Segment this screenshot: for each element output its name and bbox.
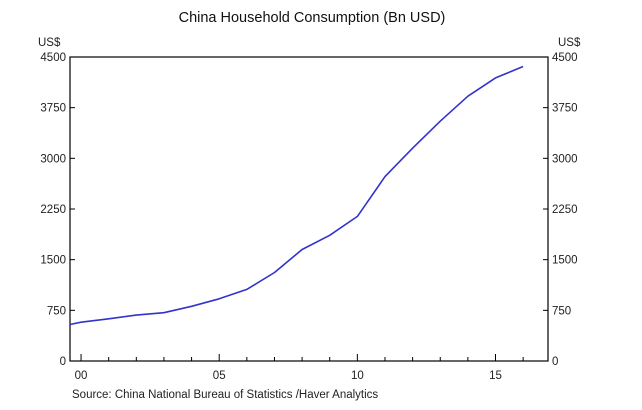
x-tick-label: 05	[213, 370, 226, 382]
y-unit-right: US$	[558, 37, 581, 49]
y-tick-label-left: 0	[60, 356, 66, 368]
y-tick-label-right: 3750	[552, 103, 578, 115]
y-tick-label-right: 1500	[552, 255, 578, 267]
y-tick-label-right: 2250	[552, 204, 578, 216]
x-tick-label: 15	[489, 370, 502, 382]
y-unit-left: US$	[38, 37, 61, 49]
y-tick-label-right: 4500	[552, 52, 578, 64]
y-tick-label-left: 750	[47, 305, 66, 317]
y-tick-label-left: 3000	[40, 153, 66, 165]
chart-title: China Household Consumption (Bn USD)	[179, 10, 446, 26]
x-tick-label: 10	[351, 370, 364, 382]
x-tick-label: 00	[75, 370, 88, 382]
y-tick-label-right: 0	[552, 356, 558, 368]
y-tick-label-left: 4500	[40, 52, 66, 64]
y-tick-label-right: 3000	[552, 153, 578, 165]
series-line	[69, 65, 524, 326]
y-tick-label-left: 1500	[40, 255, 66, 267]
y-tick-label-left: 3750	[40, 103, 66, 115]
y-tick-label-left: 2250	[40, 204, 66, 216]
y-tick-label-right: 750	[552, 305, 571, 317]
source-note: Source: China National Bureau of Statist…	[72, 389, 378, 401]
